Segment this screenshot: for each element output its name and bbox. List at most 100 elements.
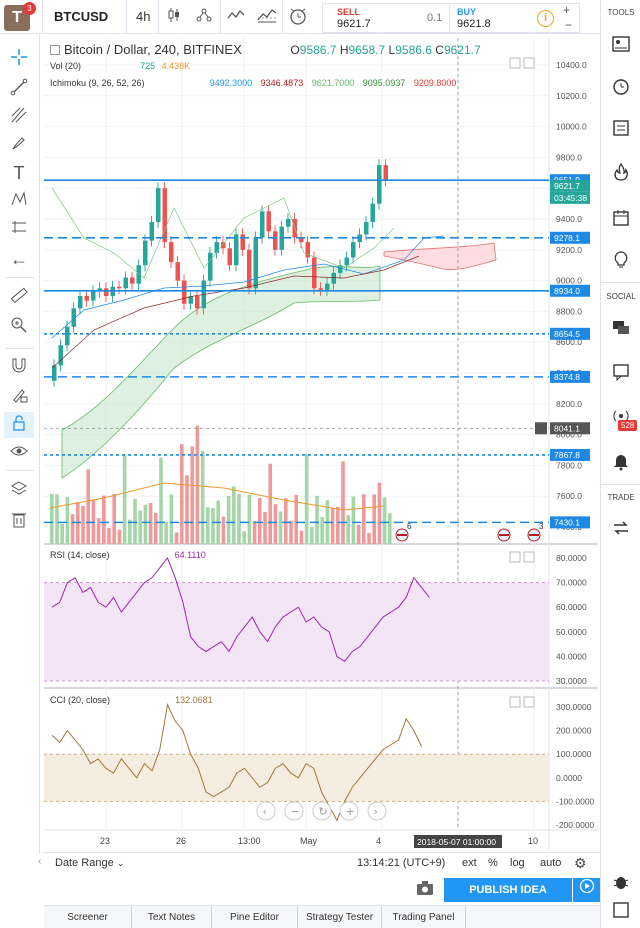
info-icon[interactable]: i bbox=[537, 10, 554, 27]
watchlist-icon[interactable] bbox=[609, 34, 633, 58]
divider bbox=[126, 0, 127, 34]
help-icon[interactable] bbox=[609, 900, 633, 924]
eye-icon[interactable] bbox=[7, 442, 31, 464]
notifications-bell-icon[interactable] bbox=[609, 452, 633, 476]
candle-body bbox=[136, 265, 141, 284]
price-tag-label: 7867.8 bbox=[554, 450, 580, 460]
rsi-tick-label: 60.0000 bbox=[556, 602, 587, 612]
cci-band bbox=[44, 754, 549, 802]
tab-trading-panel[interactable]: Trading Panel bbox=[382, 906, 466, 928]
price-tag bbox=[550, 231, 590, 244]
cci-value: 132.0681 bbox=[175, 695, 213, 705]
price-tick-label: 9200.0 bbox=[556, 245, 582, 255]
collapse-icon[interactable] bbox=[50, 45, 60, 55]
price-tag-label: 8934.0 bbox=[554, 286, 580, 296]
bottom-panel-tabs: Screener Text Notes Pine Editor Strategy… bbox=[44, 905, 600, 928]
pattern-icon[interactable] bbox=[7, 190, 31, 212]
lock-drawing-icon[interactable] bbox=[7, 386, 31, 408]
volume-bar bbox=[195, 425, 200, 544]
price-tick-label: 7600.0 bbox=[556, 491, 582, 501]
tab-screener[interactable]: Screener bbox=[44, 906, 132, 928]
tab-pine-editor[interactable]: Pine Editor bbox=[212, 906, 298, 928]
price-tick-label: 8000.0 bbox=[556, 430, 582, 440]
plus-button[interactable]: + bbox=[563, 3, 571, 17]
minus-button[interactable]: − bbox=[565, 18, 573, 32]
price-tick-label: 7800.0 bbox=[556, 460, 582, 470]
private-chat-icon[interactable] bbox=[609, 362, 633, 386]
crosshair-icon[interactable] bbox=[7, 48, 31, 70]
candle-body bbox=[208, 252, 213, 281]
publish-idea-button[interactable]: PUBLISH IDEA bbox=[444, 878, 572, 902]
trade-arrows-icon[interactable] bbox=[609, 518, 633, 542]
candle-body bbox=[143, 240, 148, 266]
camera-icon[interactable] bbox=[416, 880, 434, 899]
sell-button[interactable]: SELL 9621.7 bbox=[337, 6, 371, 30]
brush-icon[interactable] bbox=[7, 134, 31, 156]
streams-icon[interactable] bbox=[609, 406, 633, 430]
quantity-value[interactable]: 0.1 bbox=[427, 12, 443, 24]
high-value: 9658.7 bbox=[348, 43, 386, 57]
indicators-icon[interactable] bbox=[225, 6, 247, 28]
gear-icon[interactable]: ⚙ bbox=[574, 855, 587, 871]
volume-bar bbox=[133, 498, 137, 544]
log-toggle[interactable]: log bbox=[510, 857, 525, 869]
buy-button[interactable]: BUY 9621.8 bbox=[457, 6, 491, 30]
zoom-in-icon[interactable] bbox=[7, 316, 31, 338]
back-arrow-icon[interactable]: ← bbox=[10, 249, 28, 269]
alerts-clock-icon[interactable] bbox=[609, 76, 633, 100]
play-icon[interactable] bbox=[572, 878, 600, 902]
chats-icon[interactable] bbox=[609, 318, 633, 342]
data-window-icon[interactable] bbox=[609, 118, 633, 142]
scroll-left-icon[interactable]: ‹ bbox=[38, 856, 42, 867]
rsi-tick-label: 70.0000 bbox=[556, 578, 587, 588]
chart-area[interactable]: 10400.010200.010000.09800.09600.09400.09… bbox=[44, 38, 598, 850]
candles-icon[interactable] bbox=[163, 6, 185, 28]
price-tag bbox=[550, 516, 590, 529]
volume-bar bbox=[310, 526, 314, 544]
tab-strategy-tester[interactable]: Strategy Tester bbox=[298, 906, 382, 928]
prediction-icon[interactable] bbox=[7, 218, 31, 240]
symbol-search[interactable]: BTCUSD bbox=[54, 9, 109, 24]
chart-canvas[interactable]: 10400.010200.010000.09800.09600.09400.09… bbox=[44, 38, 598, 850]
volume-bar bbox=[154, 512, 158, 544]
text-tool-icon[interactable]: T bbox=[13, 163, 25, 183]
percent-toggle[interactable]: % bbox=[488, 857, 498, 869]
ext-hours-toggle[interactable]: ext bbox=[462, 857, 477, 869]
volume-bar bbox=[60, 523, 64, 544]
candle-body bbox=[214, 242, 219, 253]
compare-icon[interactable] bbox=[193, 6, 215, 28]
interval-button[interactable]: 4h bbox=[136, 9, 151, 24]
lead-a-value: 9095.0937 bbox=[362, 78, 406, 88]
alert-icon[interactable] bbox=[287, 6, 309, 28]
layers-icon[interactable] bbox=[7, 480, 31, 502]
trash-icon[interactable] bbox=[7, 510, 31, 532]
volume-bar bbox=[164, 522, 168, 544]
date-range-button[interactable]: Date Range ⌄ bbox=[55, 857, 124, 869]
trend-line-icon[interactable] bbox=[7, 78, 31, 100]
auto-toggle[interactable]: auto bbox=[540, 857, 562, 869]
lock-icon[interactable] bbox=[7, 414, 31, 436]
clock-time[interactable]: 13:14:21 (UTC+9) bbox=[357, 857, 446, 869]
cci-tick-label: -200.0000 bbox=[556, 820, 595, 830]
sell-price: 9621.7 bbox=[337, 18, 371, 30]
divider bbox=[6, 470, 34, 471]
templates-icon[interactable] bbox=[256, 6, 278, 28]
cci-tick-label: 200.0000 bbox=[556, 726, 592, 736]
candle-body bbox=[318, 288, 323, 290]
bug-report-icon[interactable] bbox=[609, 872, 633, 896]
volume-bar bbox=[70, 514, 75, 544]
buy-label: BUY bbox=[457, 7, 477, 17]
calendar-icon[interactable] bbox=[609, 208, 633, 232]
ideas-bulb-icon[interactable] bbox=[609, 250, 633, 274]
ruler-icon[interactable] bbox=[7, 286, 31, 308]
hotlist-flame-icon[interactable] bbox=[609, 162, 633, 186]
volume-bar bbox=[226, 496, 231, 544]
event-count-label: 6 bbox=[407, 522, 412, 531]
volume-bar bbox=[102, 495, 106, 544]
price-tag-label: 8654.5 bbox=[554, 329, 580, 339]
pitchfork-icon[interactable] bbox=[7, 106, 31, 128]
tab-text-notes[interactable]: Text Notes bbox=[132, 906, 212, 928]
magnet-icon[interactable] bbox=[7, 356, 31, 378]
candle-body bbox=[227, 248, 232, 266]
volume-bar bbox=[122, 455, 127, 544]
